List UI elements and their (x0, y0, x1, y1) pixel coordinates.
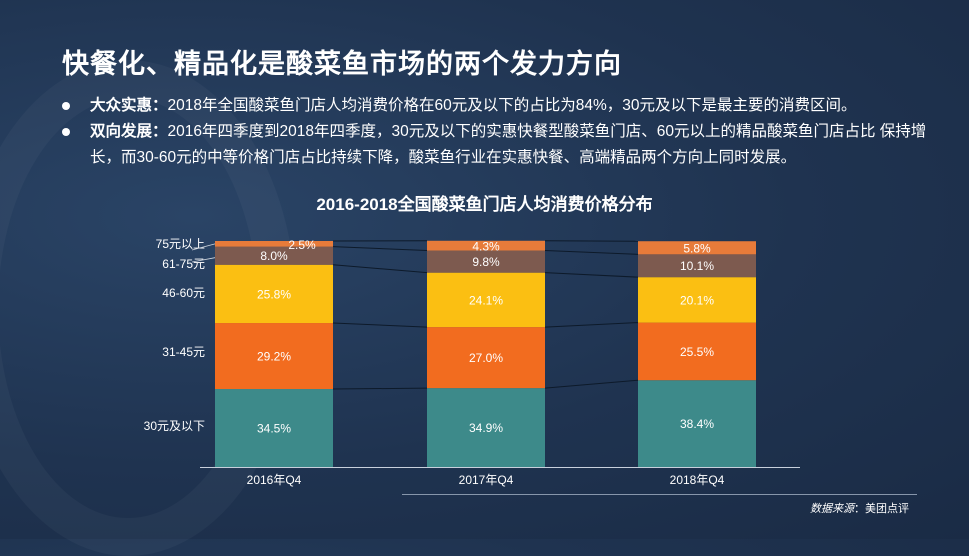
source-label: 数据来源 (810, 503, 854, 515)
series-label: 46-60元 (162, 286, 205, 300)
series-connector-line (545, 273, 638, 278)
series-label: 61-75元 (162, 257, 205, 271)
series-connector-line (545, 323, 638, 328)
data-label: 25.5% (680, 345, 714, 359)
data-label: 29.2% (257, 350, 291, 364)
data-label: 34.9% (469, 421, 503, 435)
series-connector-line (333, 247, 427, 251)
data-label: 10.1% (680, 259, 714, 273)
data-source: 数据来源：美团点评 (810, 500, 909, 516)
series-connector-line (333, 388, 427, 389)
stacked-bar-chart: 34.5% 29.2% 25.8% 8.0%2.5% 2016年Q4 34.9% 27.0%… (0, 0, 969, 539)
data-label: 4.3% (472, 240, 500, 254)
series-connector-line (333, 323, 427, 327)
series-label: 31-45元 (162, 345, 205, 359)
data-label: 8.0% (260, 249, 288, 263)
data-label: 20.1% (680, 293, 714, 307)
data-label: 24.1% (469, 293, 503, 307)
data-label: 34.5% (257, 422, 291, 436)
data-label: 38.4% (680, 417, 714, 431)
data-label: 5.8% (683, 241, 711, 255)
source-text: ：美团点评 (854, 503, 909, 515)
data-label: 27.0% (469, 351, 503, 365)
data-label: 2.5% (288, 238, 316, 252)
x-tick-label: 2017年Q4 (459, 473, 514, 487)
series-connector-line (545, 380, 638, 388)
x-tick-label: 2018年Q4 (670, 473, 725, 487)
source-divider (402, 494, 917, 495)
series-connector-line (545, 250, 638, 254)
data-label: 9.8% (472, 255, 500, 269)
x-tick-label: 2016年Q4 (247, 473, 302, 487)
series-label: 30元及以下 (144, 419, 205, 433)
series-connector-line (333, 265, 427, 273)
data-label: 25.8% (257, 287, 291, 301)
